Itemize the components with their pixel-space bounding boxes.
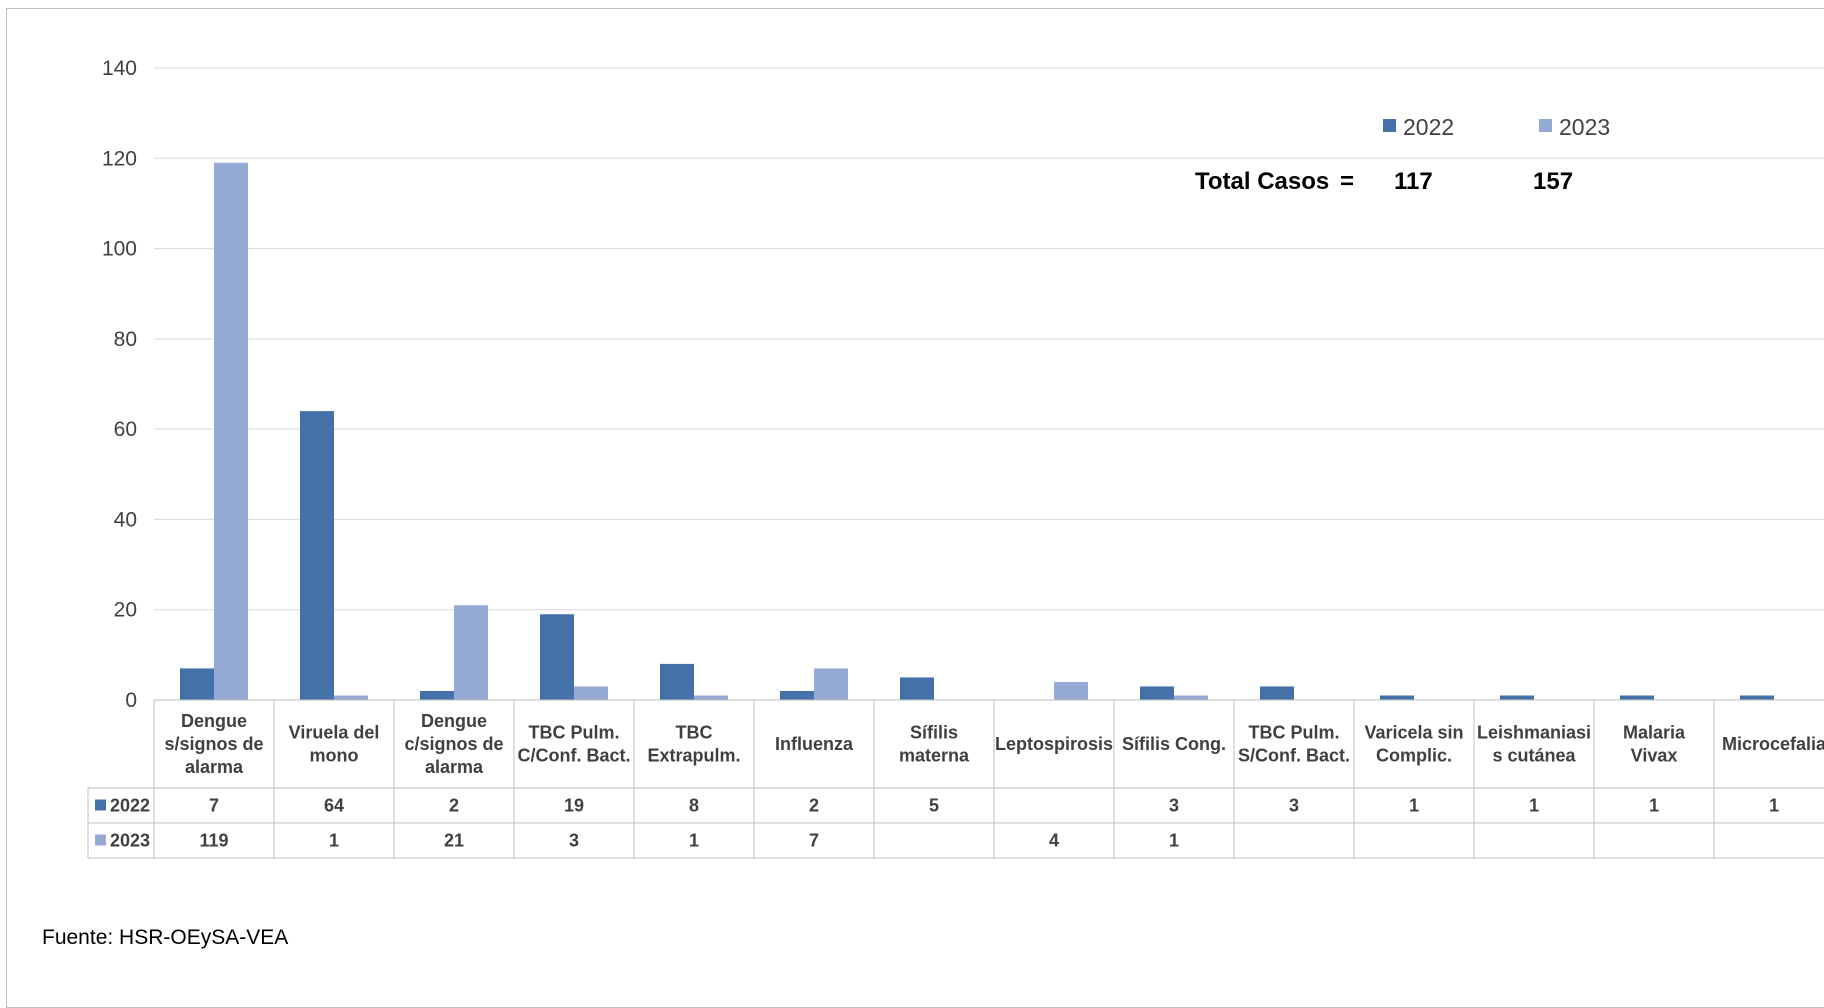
bar-2022-8 bbox=[1140, 686, 1174, 700]
y-tick-label: 0 bbox=[125, 689, 137, 712]
bar-2022-1 bbox=[300, 411, 334, 700]
category-label: Viruela del bbox=[289, 723, 380, 743]
table-cell-2023-3: 3 bbox=[569, 831, 579, 851]
table-cell-2022-0: 7 bbox=[209, 796, 219, 816]
category-label: Dengue bbox=[421, 711, 487, 731]
category-label: Vivax bbox=[1631, 746, 1678, 766]
category-label: Extrapulm. bbox=[647, 746, 740, 766]
table-cell-2022-4: 8 bbox=[689, 796, 699, 816]
table-cell-2022-9: 3 bbox=[1289, 796, 1299, 816]
table-cell-2023-1: 1 bbox=[329, 831, 339, 851]
table-cell-2022-13: 1 bbox=[1769, 796, 1779, 816]
source-note: Fuente: HSR-OEySA-VEA bbox=[42, 926, 289, 949]
table-cell-2023-4: 1 bbox=[689, 831, 699, 851]
y-tick-label: 120 bbox=[102, 147, 137, 170]
category-label: C/Conf. Bact. bbox=[517, 746, 630, 766]
category-label: TBC Pulm. bbox=[528, 723, 619, 743]
category-label: Dengue bbox=[181, 711, 247, 731]
table-cell-2023-0: 119 bbox=[199, 831, 228, 851]
table-cell-2022-12: 1 bbox=[1649, 796, 1659, 816]
category-label: s/signos de bbox=[164, 734, 263, 754]
y-tick-label: 20 bbox=[114, 599, 137, 622]
category-label: Complic. bbox=[1376, 746, 1452, 766]
bar-2023-4 bbox=[694, 695, 728, 700]
category-label: TBC Pulm. bbox=[1248, 723, 1339, 743]
bar-2023-3 bbox=[574, 686, 608, 700]
bar-2022-0 bbox=[180, 668, 214, 700]
bar-2022-9 bbox=[1260, 686, 1294, 700]
y-tick-label: 140 bbox=[102, 57, 137, 80]
category-label: Leishmaniasi bbox=[1477, 723, 1591, 743]
bar-2022-3 bbox=[540, 614, 574, 700]
table-row-label-2022: 2022 bbox=[110, 796, 150, 816]
category-label: c/signos de bbox=[404, 734, 503, 754]
totals-value-2023: 157 bbox=[1533, 168, 1573, 195]
table-cell-2022-6: 5 bbox=[929, 796, 939, 816]
y-tick-label: 60 bbox=[114, 418, 137, 441]
table-cell-2023-2: 21 bbox=[444, 831, 464, 851]
legend-swatch-2022 bbox=[1383, 119, 1396, 132]
category-label: Microcefalia bbox=[1722, 734, 1824, 754]
totals-value-2022: 117 bbox=[1394, 168, 1433, 195]
table-cell-2022-11: 1 bbox=[1529, 796, 1539, 816]
totals-equals: = bbox=[1340, 168, 1354, 195]
table-cell-2023-5: 7 bbox=[809, 831, 819, 851]
totals-label: Total Casos bbox=[1195, 168, 1329, 195]
category-label: Leptospirosis bbox=[995, 734, 1113, 754]
table-cell-2023-8: 1 bbox=[1169, 831, 1179, 851]
legend-label-2023: 2023 bbox=[1559, 114, 1610, 140]
bar-2023-1 bbox=[334, 695, 368, 700]
table-cell-2022-3: 19 bbox=[564, 796, 584, 816]
category-label: s cutánea bbox=[1492, 746, 1576, 766]
table-cell-2023-7: 4 bbox=[1049, 831, 1059, 851]
table-cell-2022-1: 64 bbox=[324, 796, 344, 816]
y-tick-label: 40 bbox=[114, 508, 137, 531]
bar-2023-2 bbox=[454, 605, 488, 700]
bar-2022-5 bbox=[780, 690, 814, 700]
bar-2023-0 bbox=[214, 162, 248, 701]
bar-2022-12 bbox=[1620, 695, 1654, 700]
bar-2022-10 bbox=[1380, 695, 1414, 700]
legend-swatch-2023 bbox=[1539, 119, 1552, 132]
bar-2023-5 bbox=[814, 668, 848, 700]
category-label: alarma bbox=[185, 757, 244, 777]
table-swatch-2022 bbox=[95, 799, 106, 811]
bar-2022-4 bbox=[660, 663, 694, 700]
category-label: mono bbox=[310, 746, 359, 766]
category-label: TBC bbox=[676, 723, 713, 743]
bar-2022-13 bbox=[1740, 695, 1774, 700]
category-label: Malaria bbox=[1623, 723, 1686, 743]
legend-label-2022: 2022 bbox=[1403, 114, 1454, 140]
table-row-label-2023: 2023 bbox=[110, 831, 150, 851]
table-cell-2022-2: 2 bbox=[449, 796, 459, 816]
category-label: Sífilis bbox=[910, 723, 958, 743]
category-label: Influenza bbox=[775, 734, 854, 754]
category-label: alarma bbox=[425, 757, 484, 777]
category-label: Varicela sin bbox=[1364, 723, 1463, 743]
bar-2022-2 bbox=[420, 690, 454, 700]
table-cell-2022-10: 1 bbox=[1409, 796, 1419, 816]
bar-2023-8 bbox=[1174, 695, 1208, 700]
bar-2022-11 bbox=[1500, 695, 1534, 700]
y-tick-label: 80 bbox=[114, 328, 137, 351]
table-cell-2022-5: 2 bbox=[809, 796, 819, 816]
bar-2022-6 bbox=[900, 677, 934, 700]
table-swatch-2023 bbox=[95, 834, 106, 846]
table-cell-2022-8: 3 bbox=[1169, 796, 1179, 816]
category-label: S/Conf. Bact. bbox=[1238, 746, 1350, 766]
y-tick-label: 100 bbox=[102, 238, 137, 261]
bar-2023-7 bbox=[1054, 681, 1088, 700]
category-label: materna bbox=[899, 746, 970, 766]
category-label: Sífilis Cong. bbox=[1122, 734, 1226, 754]
